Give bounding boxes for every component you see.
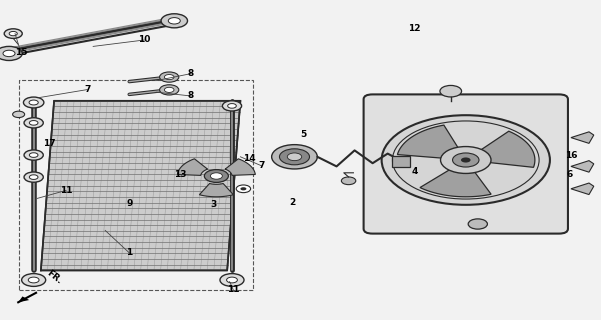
Circle shape [440,85,462,97]
Text: 7: 7 [258,161,264,170]
Circle shape [23,97,44,108]
Text: 14: 14 [243,154,256,163]
Text: 9: 9 [126,199,132,208]
Circle shape [227,277,237,283]
Circle shape [4,29,22,38]
Text: 15: 15 [15,48,27,57]
Circle shape [220,274,244,286]
Polygon shape [200,183,233,197]
Circle shape [165,87,174,92]
Circle shape [29,100,38,105]
Text: 13: 13 [174,170,186,179]
Circle shape [461,157,471,163]
Polygon shape [177,159,207,175]
Circle shape [240,187,246,190]
Text: 11: 11 [227,285,239,294]
Circle shape [29,121,38,125]
Polygon shape [571,183,594,195]
Circle shape [210,173,222,179]
Text: 16: 16 [565,151,577,160]
Circle shape [287,153,302,161]
Bar [19,80,253,290]
Circle shape [160,85,179,95]
Polygon shape [41,101,240,270]
Polygon shape [571,132,594,143]
Text: 6: 6 [566,170,572,179]
Text: 8: 8 [188,92,194,100]
Circle shape [161,14,188,28]
Text: 10: 10 [138,36,150,44]
Circle shape [0,46,22,60]
Circle shape [228,104,236,108]
Circle shape [204,170,228,182]
Circle shape [279,149,310,165]
Polygon shape [397,125,458,158]
Circle shape [272,145,317,169]
Polygon shape [225,159,255,175]
Text: 1: 1 [126,248,132,257]
Circle shape [9,31,17,36]
Text: 3: 3 [210,200,216,209]
Circle shape [441,147,491,173]
Text: 17: 17 [43,139,56,148]
Text: FR.: FR. [45,268,64,286]
Circle shape [24,150,43,160]
Circle shape [236,185,251,193]
FancyBboxPatch shape [364,94,568,234]
Circle shape [22,274,46,286]
Polygon shape [420,170,491,197]
Circle shape [341,177,356,185]
Text: 7: 7 [84,85,90,94]
Circle shape [382,115,550,205]
Text: 4: 4 [412,167,418,176]
Circle shape [28,277,39,283]
Circle shape [3,50,15,57]
Circle shape [24,172,43,182]
Circle shape [13,111,25,117]
Circle shape [24,118,43,128]
Circle shape [453,153,479,167]
Circle shape [168,18,180,24]
Text: 2: 2 [290,198,296,207]
Circle shape [29,153,38,157]
Text: 12: 12 [409,24,421,33]
Circle shape [468,219,487,229]
Circle shape [160,72,179,82]
Polygon shape [571,161,594,172]
Circle shape [222,101,242,111]
Circle shape [165,75,174,80]
Circle shape [29,175,38,180]
Text: 11: 11 [60,186,72,195]
Text: 8: 8 [188,69,194,78]
Polygon shape [18,296,29,302]
Bar [392,156,410,167]
Circle shape [392,121,539,199]
Polygon shape [481,131,535,167]
Text: 5: 5 [300,130,307,139]
